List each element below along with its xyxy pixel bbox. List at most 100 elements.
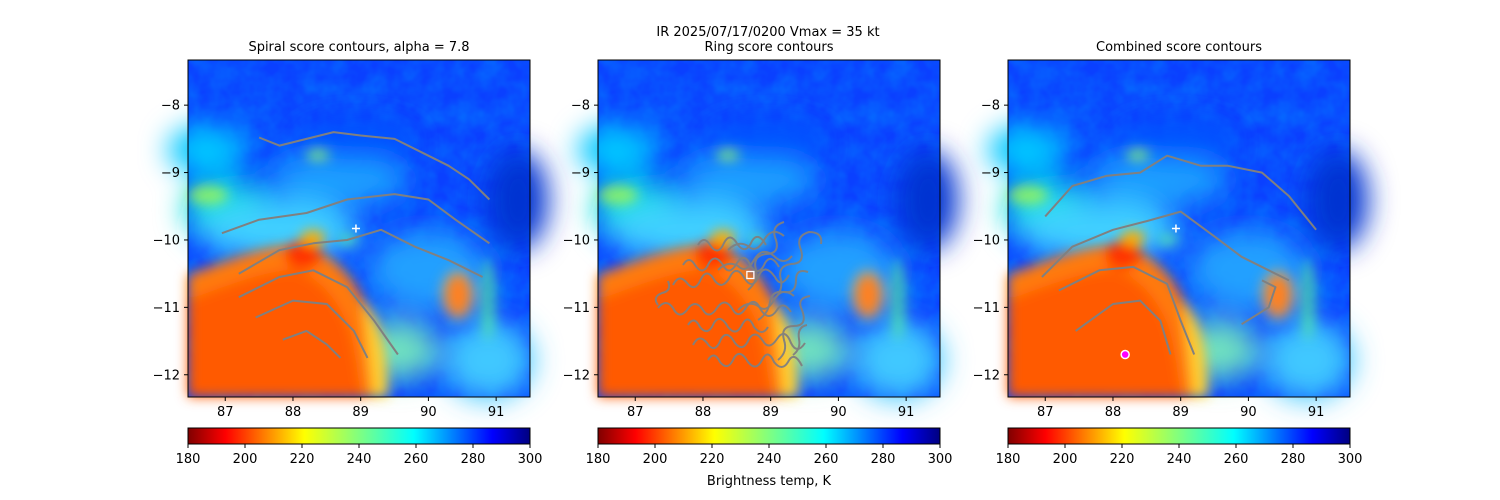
center-plus-marker (1171, 224, 1180, 233)
y-tick-label: −8 (981, 99, 1000, 114)
axes-frame (597, 59, 941, 398)
colorbar-ticks: 180 200 220 240 260 280 300 (996, 444, 1363, 467)
colorbar-tick-label: 260 (404, 452, 429, 467)
colorbar-tick-label: 240 (757, 452, 782, 467)
colorbar-ticks: 180 200 220 240 260 280 300 (176, 444, 543, 467)
x-tick-label: 91 (488, 405, 505, 420)
x-ticks: 87 88 89 90 91 (627, 397, 914, 420)
colorbar-tick-label: 220 (290, 452, 315, 467)
contour-line (238, 269, 399, 356)
colorbar-tick-label: 200 (1053, 452, 1078, 467)
x-tick-label: 91 (1308, 405, 1325, 420)
x-tick-label: 89 (762, 405, 779, 420)
x-ticks: 87 88 89 90 91 (217, 397, 504, 420)
x-tick-label: 87 (1037, 405, 1054, 420)
colorbar-gradient (187, 427, 531, 445)
y-tick-label: −11 (973, 301, 1000, 316)
colorbar-tick-label: 180 (586, 452, 611, 467)
center-square-marker (746, 270, 755, 280)
colorbar-tick-label: 300 (518, 452, 543, 467)
colorbar-gradient (597, 427, 941, 445)
marker-layer (1120, 224, 1180, 360)
x-tick-label: 90 (830, 405, 847, 420)
contour-line (221, 193, 490, 245)
y-tick-label: −10 (563, 233, 590, 248)
panel-combined-title: Combined score contours (1096, 40, 1262, 55)
panel-spiral-title: Spiral score contours, alpha = 7.8 (248, 40, 469, 55)
x-tick-label: 90 (420, 405, 437, 420)
x-tick-label: 90 (1240, 405, 1257, 420)
colorbar-tick-label: 220 (700, 452, 725, 467)
axes-frame (187, 59, 531, 398)
contour-line (1058, 265, 1196, 355)
contour-line (1241, 279, 1277, 326)
colorbar-ticks: 180 200 220 240 260 280 300 (586, 444, 953, 467)
y-ticks: −8 −9 −10 −11 −12 (563, 99, 598, 383)
colorbar-tick-label: 280 (1281, 452, 1306, 467)
contour-line (238, 228, 484, 278)
panel-ring: Ring score contours 87 88 89 90 91 −8 (563, 40, 958, 420)
x-tick-label: 87 (627, 405, 644, 420)
center-plus-marker (351, 224, 360, 233)
colorbar-tick-label: 180 (176, 452, 201, 467)
x-tick-label: 88 (695, 405, 712, 420)
colorbar-tick-label: 180 (996, 452, 1021, 467)
y-tick-label: −10 (153, 233, 180, 248)
contour-line (255, 299, 369, 359)
y-ticks: −8 −9 −10 −11 −12 (973, 99, 1008, 383)
colorbar-combined: 180 200 220 240 260 280 300 (996, 427, 1363, 467)
center-circle-marker (1120, 349, 1130, 360)
contour-layer (221, 131, 491, 359)
contour-line (1075, 299, 1172, 355)
x-tick-label: 88 (1105, 405, 1122, 420)
colorbar-tick-label: 240 (1167, 452, 1192, 467)
y-tick-label: −12 (563, 368, 590, 383)
contour-line (1044, 154, 1317, 231)
y-tick-label: −9 (571, 166, 590, 181)
satellite-image (168, 60, 548, 400)
satellite-image (988, 60, 1368, 400)
contour-line (282, 329, 342, 359)
y-tick-label: −10 (973, 233, 1000, 248)
figure-title: IR 2025/07/17/0200 Vmax = 35 kt (656, 25, 879, 40)
colorbar-tick-label: 300 (1338, 452, 1363, 467)
x-tick-label: 91 (898, 405, 915, 420)
x-tick-label: 89 (1172, 405, 1189, 420)
contour-line (1041, 210, 1290, 282)
marker-layer (746, 270, 755, 280)
satellite-image (578, 60, 958, 400)
x-tick-label: 87 (217, 405, 234, 420)
colorbar-gradient (1007, 427, 1351, 445)
colorbar-tick-label: 260 (1224, 452, 1249, 467)
colorbar-tick-label: 300 (928, 452, 953, 467)
ring-contour-field (654, 221, 823, 368)
y-tick-label: −8 (161, 99, 180, 114)
colorbar-tick-label: 220 (1110, 452, 1135, 467)
colorbar-label: Brightness temp, K (707, 474, 832, 489)
x-ticks: 87 88 89 90 91 (1037, 397, 1324, 420)
panel-combined: Combined score contours 87 88 89 90 91 −8−9−… (973, 40, 1368, 420)
colorbar-tick-label: 200 (233, 452, 258, 467)
marker-layer (351, 224, 360, 233)
y-tick-label: −11 (153, 301, 180, 316)
colorbar-ring: 180 200 220 240 260 280 300 Brightness temp, K (586, 427, 953, 489)
y-tick-label: −9 (981, 166, 1000, 181)
colorbar-tick-label: 260 (814, 452, 839, 467)
contour-layer (1041, 154, 1317, 355)
contour-line (258, 131, 491, 201)
x-tick-label: 89 (352, 405, 369, 420)
y-ticks: −8 −9 −10 −11 −12 (153, 99, 188, 383)
panel-ring-title: Ring score contours (704, 40, 833, 55)
y-tick-label: −12 (973, 368, 1000, 383)
colorbar-spiral: 180 200 220 240 260 280 300 (176, 427, 543, 467)
y-tick-label: −11 (563, 301, 590, 316)
colorbar-tick-label: 240 (347, 452, 372, 467)
axes-frame (1007, 59, 1351, 398)
colorbar-tick-label: 200 (643, 452, 668, 467)
colorbar-tick-label: 280 (871, 452, 896, 467)
colorbar-tick-label: 280 (461, 452, 486, 467)
panel-spiral: Spiral score contours, alpha = 7.8 87 88 8… (153, 40, 548, 420)
x-tick-label: 88 (285, 405, 302, 420)
y-tick-label: −12 (153, 368, 180, 383)
